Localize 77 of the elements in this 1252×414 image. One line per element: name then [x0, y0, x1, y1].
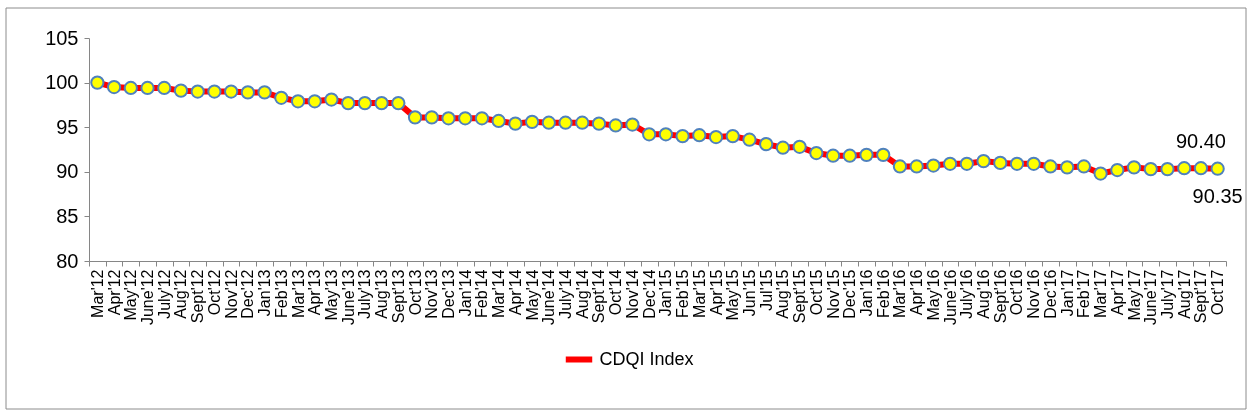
x-tick-label: Jun'15	[740, 269, 758, 317]
y-tick-label: 95	[56, 115, 79, 138]
x-tick-label: Sept'14	[590, 269, 608, 324]
x-tick-label: May'13	[322, 269, 340, 321]
x-tick-label: Jan'13	[256, 269, 274, 317]
x-tick-label: Feb'15	[674, 269, 692, 318]
y-tick-label: 85	[56, 204, 79, 227]
x-tick-label: May'16	[924, 269, 942, 321]
x-tick-label: June'13	[339, 269, 357, 326]
x-tick-label: Dec'15	[841, 269, 859, 319]
x-tick-label: July'12	[155, 269, 173, 319]
x-tick-label: July'13	[356, 269, 374, 319]
x-tick-label: Feb'17	[1075, 269, 1093, 318]
x-tick-label: June'14	[540, 269, 558, 326]
x-tick-label: Mar'17	[1092, 269, 1110, 318]
x-tick-label: Nov'16	[1025, 269, 1043, 319]
x-tick-label: Apr'16	[908, 269, 926, 316]
x-tick-label: Feb'14	[473, 269, 491, 318]
x-tick-label: July'16	[958, 269, 976, 319]
x-tick-label: Nov'14	[623, 269, 641, 319]
x-tick-label: Aug'14	[573, 269, 591, 319]
x-tick-label: July'17	[1158, 269, 1176, 319]
x-tick-label: Mar'15	[690, 269, 708, 318]
x-tick-label: Dec'14	[640, 269, 658, 319]
x-tick-label: May'17	[1125, 269, 1143, 321]
x-tick-label: Oct'14	[607, 269, 625, 316]
x-tick-label: Jan'15	[657, 269, 675, 317]
y-tick-label: 100	[45, 71, 79, 94]
x-tick-label: Jul'15	[757, 269, 775, 311]
x-tick-label: Mar'13	[289, 269, 307, 318]
x-tick-label: Mar'12	[88, 269, 106, 318]
x-tick-label: Nov'12	[222, 269, 240, 319]
y-tick-label: 105	[45, 26, 79, 49]
x-tick-label: Aug'16	[975, 269, 993, 319]
x-tick-label: Dec'16	[1041, 269, 1059, 319]
x-tick-label: Sept'16	[991, 269, 1009, 324]
x-tick-label: Oct'12	[205, 269, 223, 316]
x-tick-label: Jan'16	[858, 269, 876, 317]
x-tick-label: Jan'17	[1058, 269, 1076, 317]
y-tick-label: 90	[56, 160, 79, 183]
x-tick-label: Jan'14	[456, 269, 474, 317]
x-tick-label: Aug'12	[172, 269, 190, 319]
x-tick-label: Nov'13	[423, 269, 441, 319]
x-tick-label: Oct'15	[807, 269, 825, 316]
x-tick-label: June'16	[941, 269, 959, 326]
x-tick-label: June'12	[139, 269, 157, 326]
x-tick-label: June'17	[1142, 269, 1160, 326]
x-tick-label: May'12	[122, 269, 140, 321]
x-tick-label: Mar'14	[490, 269, 508, 318]
x-tick-label: Oct'16	[1008, 269, 1026, 316]
data-label: 90.40	[1175, 130, 1226, 153]
legend-label: CDQI Index	[599, 348, 694, 369]
x-tick-label: Sept'17	[1192, 269, 1210, 324]
x-tick-label: Apr'15	[707, 269, 725, 316]
x-tick-label: Feb'16	[874, 269, 892, 318]
x-tick-label: Aug'17	[1175, 269, 1193, 319]
x-tick-label: Apr'12	[105, 269, 123, 316]
x-tick-label: May'14	[523, 269, 541, 321]
x-tick-label: Apr'17	[1108, 269, 1126, 316]
y-tick-label: 80	[56, 249, 79, 272]
x-tick-label: July'14	[557, 269, 575, 319]
x-tick-label: Dec'13	[439, 269, 457, 319]
x-tick-label: Nov'15	[824, 269, 842, 319]
x-tick-label: Sept'15	[791, 269, 809, 324]
x-tick-label: Dec'12	[239, 269, 257, 319]
x-tick-label: Apr'13	[306, 269, 324, 316]
x-tick-label: May'15	[724, 269, 742, 321]
x-tick-label: Mar'16	[891, 269, 909, 318]
x-tick-label: Sept'12	[189, 269, 207, 324]
x-tick-label: Oct'13	[406, 269, 424, 316]
x-tick-label: Oct'17	[1209, 269, 1227, 316]
x-tick-label: Aug'15	[774, 269, 792, 319]
data-label: 90.35	[1192, 184, 1243, 207]
x-tick-label: Aug'13	[373, 269, 391, 319]
x-tick-label: Feb'13	[272, 269, 290, 318]
x-tick-label: Apr'14	[506, 269, 524, 316]
x-tick-label: Sept'13	[389, 269, 407, 324]
